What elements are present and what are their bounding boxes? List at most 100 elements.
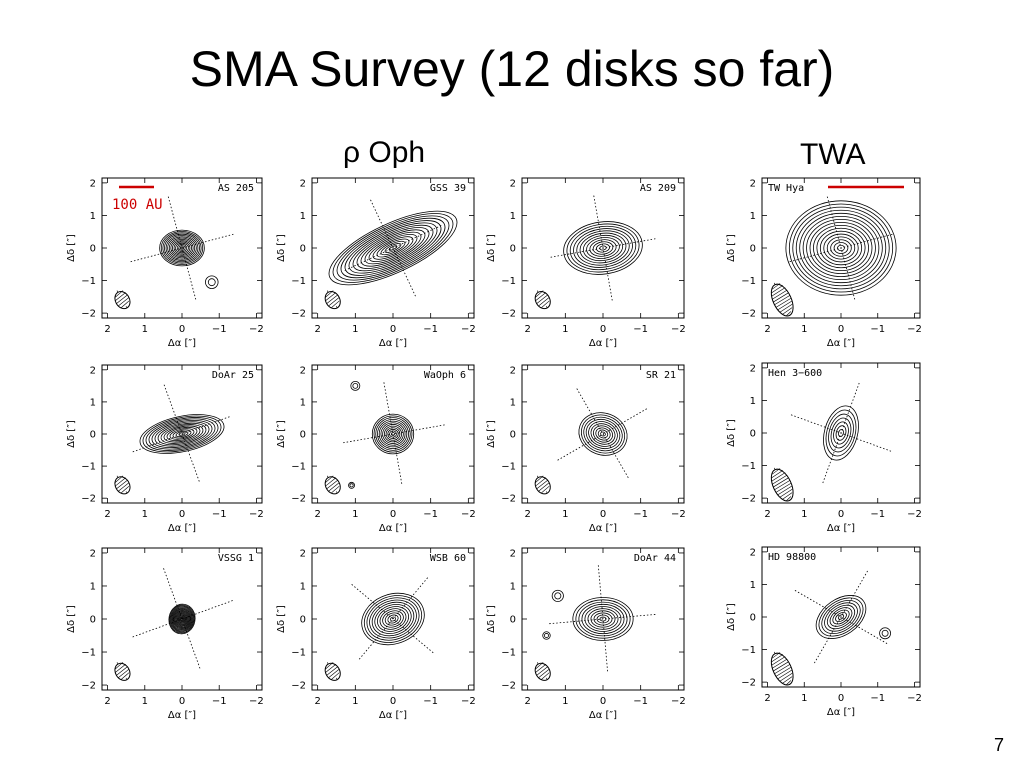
source-name-label: AS 209 [640,183,676,194]
x-tick-label: −1 [633,324,648,335]
y-axis-label: Δδ [″] [276,605,287,633]
group-label-rho-oph: ρ Oph [343,136,426,169]
y-axis-label: Δδ [″] [276,420,287,448]
x-tick-label: 2 [104,324,110,335]
contour-set [168,603,196,635]
contour-set [361,592,425,646]
x-axis-label: Δα [″] [827,523,855,534]
y-tick-label: 1 [90,581,96,592]
y-axis-label: Δδ [″] [486,420,497,448]
y-tick-label: 1 [750,211,756,222]
beam-ellipse [114,290,131,310]
panel-frame [521,364,685,504]
x-tick-label: −2 [907,509,922,520]
y-tick-label: 0 [90,615,96,626]
y-tick-label: −1 [291,276,306,287]
x-axis-label: Δα [″] [589,338,617,349]
x-tick-label: −2 [671,509,686,520]
y-tick-label: 0 [510,244,516,255]
y-tick-label: 2 [750,363,756,374]
contour-set [139,414,225,454]
y-tick-label: −1 [81,276,96,287]
contour-set [578,412,628,456]
contour-set [371,413,415,455]
x-tick-label: 2 [524,696,530,707]
y-tick-label: 0 [300,615,306,626]
y-axis-label: Δδ [″] [276,234,287,262]
y-tick-label: −2 [81,681,96,692]
y-tick-label: 1 [750,580,756,591]
y-tick-label: 1 [750,396,756,407]
panel-hen-3-600: 2 2 1 1 0 0 −1 −1 −2 −2 Δα [″] Δδ [″] Hen 3−600 [726,362,922,534]
x-tick-label: −2 [907,693,922,704]
y-tick-label: 2 [300,178,306,189]
y-tick-label: 1 [300,397,306,408]
panel-as-209: 2 2 1 1 0 0 −1 −1 −2 −2 Δα [″] Δδ [″] AS 209 [486,177,686,349]
page-number: 7 [993,735,1004,755]
y-tick-label: 0 [510,615,516,626]
x-tick-label: 1 [142,509,148,520]
y-tick-label: 0 [300,244,306,255]
source-name-label: DoAr 44 [634,553,676,564]
panel-frame [311,364,475,504]
x-tick-label: 2 [524,324,530,335]
y-tick-label: 0 [750,613,756,624]
y-tick-label: 0 [510,430,516,441]
y-tick-label: −2 [291,681,306,692]
y-tick-label: 2 [90,178,96,189]
y-tick-label: 1 [90,397,96,408]
x-tick-label: 1 [352,509,358,520]
y-tick-label: −2 [741,678,756,689]
x-tick-label: −2 [907,324,922,335]
y-tick-label: 1 [300,211,306,222]
y-tick-label: 2 [750,178,756,189]
y-tick-label: −2 [501,309,516,320]
beam-ellipse [534,662,551,681]
panel-sr-21: 2 2 1 1 0 0 −1 −1 −2 −2 Δα [″] Δδ [″] SR 21 [486,364,686,534]
x-tick-label: 1 [801,324,807,335]
x-axis-label: Δα [″] [379,710,407,721]
y-tick-label: 1 [510,397,516,408]
x-tick-label: 1 [801,693,807,704]
x-axis-label: Δα [″] [379,523,407,534]
panel-doar-44: 2 2 1 1 0 0 −1 −1 −2 −2 Δα [″] Δδ [″] DoAr 44 [486,547,686,721]
beam-ellipse [114,475,131,495]
beam-ellipse [324,662,341,681]
y-tick-label: 0 [90,430,96,441]
y-tick-label: −1 [291,648,306,659]
x-axis-label: Δα [″] [827,338,855,349]
y-tick-label: −2 [501,681,516,692]
panel-wsb-60: 2 2 1 1 0 0 −1 −1 −2 −2 Δα [″] Δδ [″] WSB 60 [276,547,476,721]
x-tick-label: −2 [671,324,686,335]
x-tick-label: 2 [104,509,110,520]
x-tick-label: 0 [600,696,606,707]
y-tick-label: −2 [291,494,306,505]
y-tick-label: −1 [501,276,516,287]
x-tick-label: 2 [764,324,770,335]
y-axis-label: Δδ [″] [726,419,737,447]
y-tick-label: 1 [510,211,516,222]
y-axis-label: Δδ [″] [486,605,497,633]
source-name-label: WSB 60 [430,553,466,564]
panel-frame [101,364,263,504]
y-tick-label: −2 [291,309,306,320]
x-axis-label: Δα [″] [589,523,617,534]
y-tick-label: −1 [741,645,756,656]
y-tick-label: 2 [750,547,756,558]
y-tick-label: −2 [81,309,96,320]
panel-waoph-6: 2 2 1 1 0 0 −1 −1 −2 −2 Δα [″] Δδ [″] WaOph 6 [276,364,476,534]
x-tick-label: −1 [870,324,885,335]
x-tick-label: 2 [314,324,320,335]
x-tick-label: 1 [562,696,568,707]
y-tick-label: 2 [300,365,306,376]
x-tick-label: 1 [352,696,358,707]
y-axis-label: Δδ [″] [486,234,497,262]
x-tick-label: −1 [212,509,227,520]
y-tick-label: 1 [300,581,306,592]
x-tick-label: 0 [838,324,844,335]
x-tick-label: 2 [104,696,110,707]
y-tick-label: −1 [81,648,96,659]
source-name-label: AS 205 [218,183,254,194]
source-name-label: DoAr 25 [212,370,254,381]
